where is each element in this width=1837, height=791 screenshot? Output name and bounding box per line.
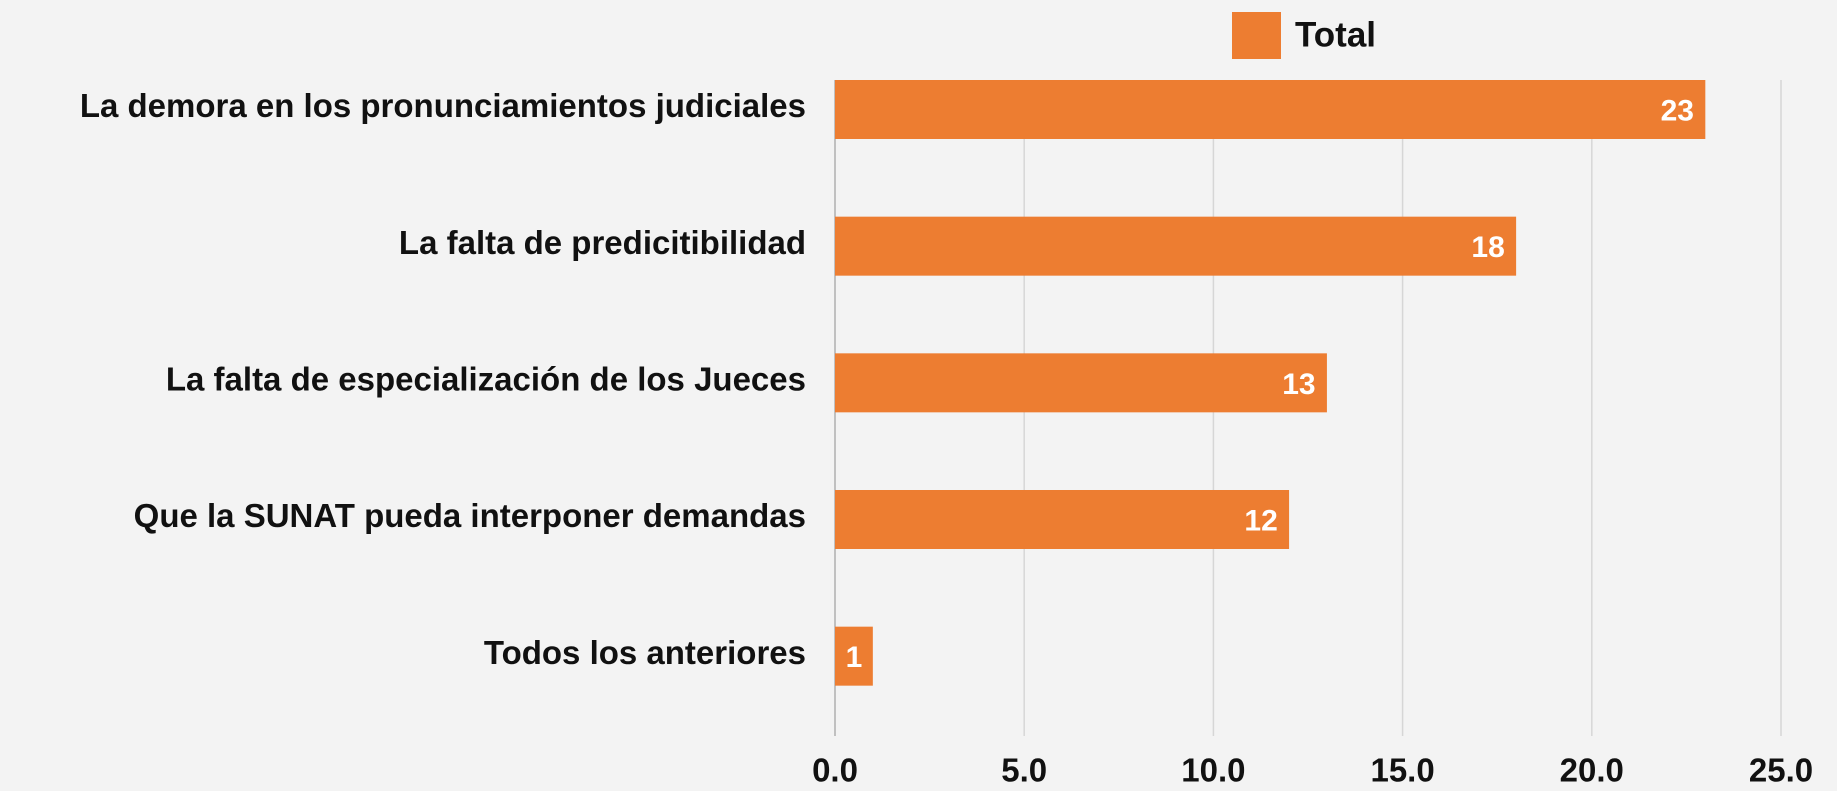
data-label: 18: [1471, 231, 1504, 264]
legend-label: Total: [1295, 15, 1376, 54]
y-tick-label: La demora en los pronunciamientos judici…: [80, 87, 806, 124]
x-tick-label: 25.0: [1749, 752, 1813, 789]
bar: [835, 80, 1706, 139]
x-tick-label: 10.0: [1181, 752, 1245, 789]
y-tick-label: Todos los anteriores: [484, 634, 806, 671]
data-label: 13: [1282, 368, 1315, 401]
x-tick-label: 15.0: [1370, 752, 1434, 789]
data-label: 12: [1244, 504, 1277, 537]
data-label: 23: [1661, 94, 1694, 127]
y-tick-label: La falta de predicitibilidad: [399, 224, 806, 261]
legend-swatch: [1232, 12, 1281, 59]
bar: [835, 490, 1290, 549]
bar: [835, 626, 873, 686]
x-tick-label: 5.0: [1001, 752, 1047, 789]
x-tick-label: 20.0: [1560, 752, 1624, 789]
y-tick-label: La falta de especialización de los Juece…: [166, 361, 806, 398]
x-tick-label: 0.0: [812, 752, 858, 789]
bar: [835, 353, 1327, 413]
bar: [835, 216, 1517, 276]
y-tick-label: Que la SUNAT pueda interponer demandas: [134, 497, 806, 534]
data-label: 1: [846, 641, 863, 674]
